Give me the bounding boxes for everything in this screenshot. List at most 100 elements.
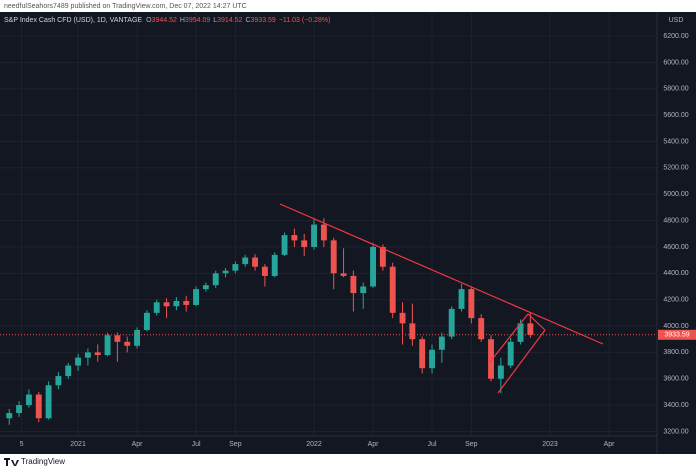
- y-tick-label: 4800.00: [663, 217, 688, 224]
- drawings: [279, 203, 604, 394]
- ohlc-value: 3933.59: [251, 17, 276, 24]
- candle-body: [212, 273, 219, 286]
- candle-body: [419, 339, 426, 369]
- candle-body: [389, 266, 396, 313]
- candle-body: [94, 352, 101, 356]
- candle-body: [16, 405, 23, 413]
- candle-body: [379, 246, 386, 267]
- channel-line: [489, 313, 529, 363]
- y-tick-label: 4200.00: [663, 297, 688, 304]
- ohlc-value: 3954.09: [185, 17, 210, 24]
- candle-body: [114, 335, 121, 342]
- candle-body: [173, 300, 180, 307]
- y-tick-label: 3200.00: [663, 428, 688, 435]
- candle-body: [25, 394, 32, 406]
- candle-body: [55, 376, 62, 386]
- y-tick-label: 3600.00: [663, 376, 688, 383]
- candle-body: [448, 308, 455, 337]
- candle-body: [202, 285, 209, 290]
- candle-body: [65, 365, 72, 377]
- candle-body: [330, 240, 337, 274]
- y-tick-label: 5400.00: [663, 138, 688, 145]
- y-tick-label: 3800.00: [663, 349, 688, 356]
- candle-body: [261, 266, 268, 276]
- candle-body: [320, 224, 327, 241]
- y-tick-label: 4600.00: [663, 244, 688, 251]
- y-tick-label: 3400.00: [663, 402, 688, 409]
- ohlc-value: 3944.52: [152, 17, 177, 24]
- y-tick-label: 4000.00: [663, 323, 688, 330]
- x-tick-label: 2023: [542, 441, 558, 448]
- x-tick-label: 2021: [70, 441, 86, 448]
- footer-brand: TradingView: [21, 457, 65, 466]
- y-tick-label: 6000.00: [663, 59, 688, 66]
- channel-line: [527, 313, 546, 331]
- candle-body: [134, 329, 141, 346]
- candle-body: [143, 312, 150, 330]
- x-tick-label: Jul: [192, 441, 201, 448]
- candle-body: [252, 257, 259, 267]
- y-tick-label: 6200.00: [663, 33, 688, 40]
- legend: S&P Index Cash CFD (USD), 1D, VANTAGE O39…: [4, 17, 330, 24]
- symbol-legend: S&P Index Cash CFD (USD), 1D, VANTAGE O39…: [4, 17, 330, 24]
- candle-body: [360, 286, 367, 294]
- last-price-tag: [658, 329, 696, 340]
- x-tick-label: 5: [20, 441, 24, 448]
- candle-body: [104, 335, 111, 356]
- x-tick-label: Apr: [132, 441, 144, 448]
- candle-body: [340, 273, 347, 276]
- candle-body: [478, 318, 485, 340]
- candle-body: [370, 246, 376, 287]
- ohlc-key: O: [146, 17, 152, 24]
- y-tick-label: 5200.00: [663, 165, 688, 172]
- candle-body: [222, 270, 229, 274]
- y-tick-label: 5600.00: [663, 112, 688, 119]
- candle-body: [232, 264, 239, 271]
- candle-body: [311, 224, 317, 247]
- x-tick-label: Apr: [368, 441, 380, 448]
- x-tick-label: Jul: [428, 441, 437, 448]
- candle-body: [281, 235, 288, 255]
- candle-body: [84, 352, 91, 358]
- candle-body: [35, 394, 42, 419]
- candle-body: [301, 240, 308, 247]
- x-tick-label: 2022: [306, 441, 322, 448]
- trend-line: [279, 203, 604, 345]
- candle-body: [488, 339, 494, 379]
- candle-body: [153, 302, 160, 313]
- candle-body: [507, 341, 514, 366]
- ohlc-key: L: [213, 17, 217, 24]
- ohlc-key: H: [180, 17, 185, 24]
- currency-label: USD: [669, 17, 684, 24]
- channel-line: [497, 329, 546, 394]
- candle-body: [242, 257, 249, 265]
- header-bar: [0, 0, 696, 12]
- change: −11.03 (−0.28%): [279, 17, 331, 24]
- candle-body: [468, 289, 475, 319]
- footer-bar: [0, 454, 696, 470]
- y-tick-label: 5000.00: [663, 191, 688, 198]
- candle-body: [399, 312, 406, 324]
- candle-body: [429, 349, 435, 369]
- x-tick-label: Apr: [604, 441, 616, 448]
- candle-body: [124, 341, 131, 346]
- candle-body: [6, 412, 13, 419]
- candle-body: [458, 289, 465, 309]
- y-tick-label: 4400.00: [663, 270, 688, 277]
- candle-body: [193, 289, 200, 305]
- y-tick-label: 5800.00: [663, 86, 688, 93]
- candle-body: [271, 254, 278, 276]
- candle-body: [438, 336, 445, 350]
- last-price-label: 3933.59: [664, 332, 689, 339]
- candle-body: [45, 385, 52, 419]
- ohlc-key: C: [245, 17, 250, 24]
- candle-body: [183, 300, 190, 305]
- candle-body: [350, 275, 357, 294]
- candle-body: [75, 357, 82, 366]
- ohlc-value: 3914.52: [217, 17, 242, 24]
- symbol-name: S&P Index Cash CFD (USD), 1D, VANTAGE: [4, 17, 142, 24]
- candle-body: [527, 323, 534, 335]
- candle-body: [163, 302, 170, 307]
- candle-body: [291, 235, 298, 241]
